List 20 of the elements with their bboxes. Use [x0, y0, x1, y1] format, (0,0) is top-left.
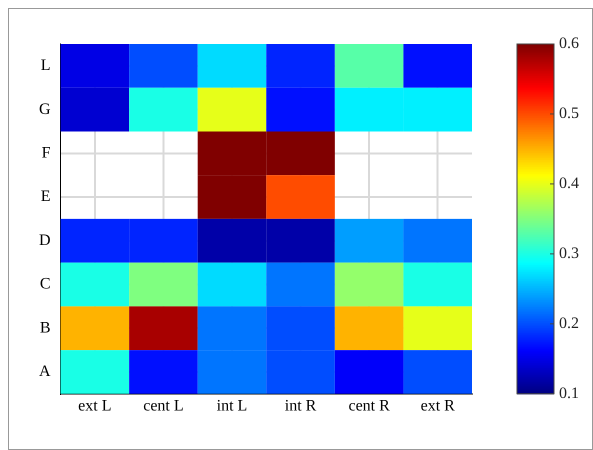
- color-bar-label: 0.1: [559, 385, 579, 402]
- y-tick-label: C: [40, 276, 51, 293]
- x-tick-label: ext L: [78, 398, 112, 415]
- y-tick-label: E: [40, 188, 51, 206]
- y-tick-label: F: [42, 144, 51, 162]
- color-bar-label: 0.6: [559, 35, 579, 52]
- color-bar-label: 0.3: [559, 245, 579, 262]
- y-tick-label: G: [38, 100, 51, 118]
- color-bar-label: 0.2: [559, 315, 579, 332]
- y-tick-label: L: [40, 57, 51, 74]
- y-tick-label: A: [38, 363, 51, 380]
- x-tick-label: int R: [284, 398, 317, 415]
- y-tick-label: D: [38, 232, 51, 249]
- x-tick-label: cent L: [143, 398, 184, 415]
- x-tick-label: ext R: [420, 398, 456, 415]
- x-tick-label: int L: [216, 398, 248, 415]
- y-tick-label: B: [40, 319, 51, 336]
- color-bar-label: 0.5: [559, 105, 579, 122]
- color-bar-label: 0.4: [559, 175, 579, 192]
- x-tick-label: cent R: [348, 398, 390, 415]
